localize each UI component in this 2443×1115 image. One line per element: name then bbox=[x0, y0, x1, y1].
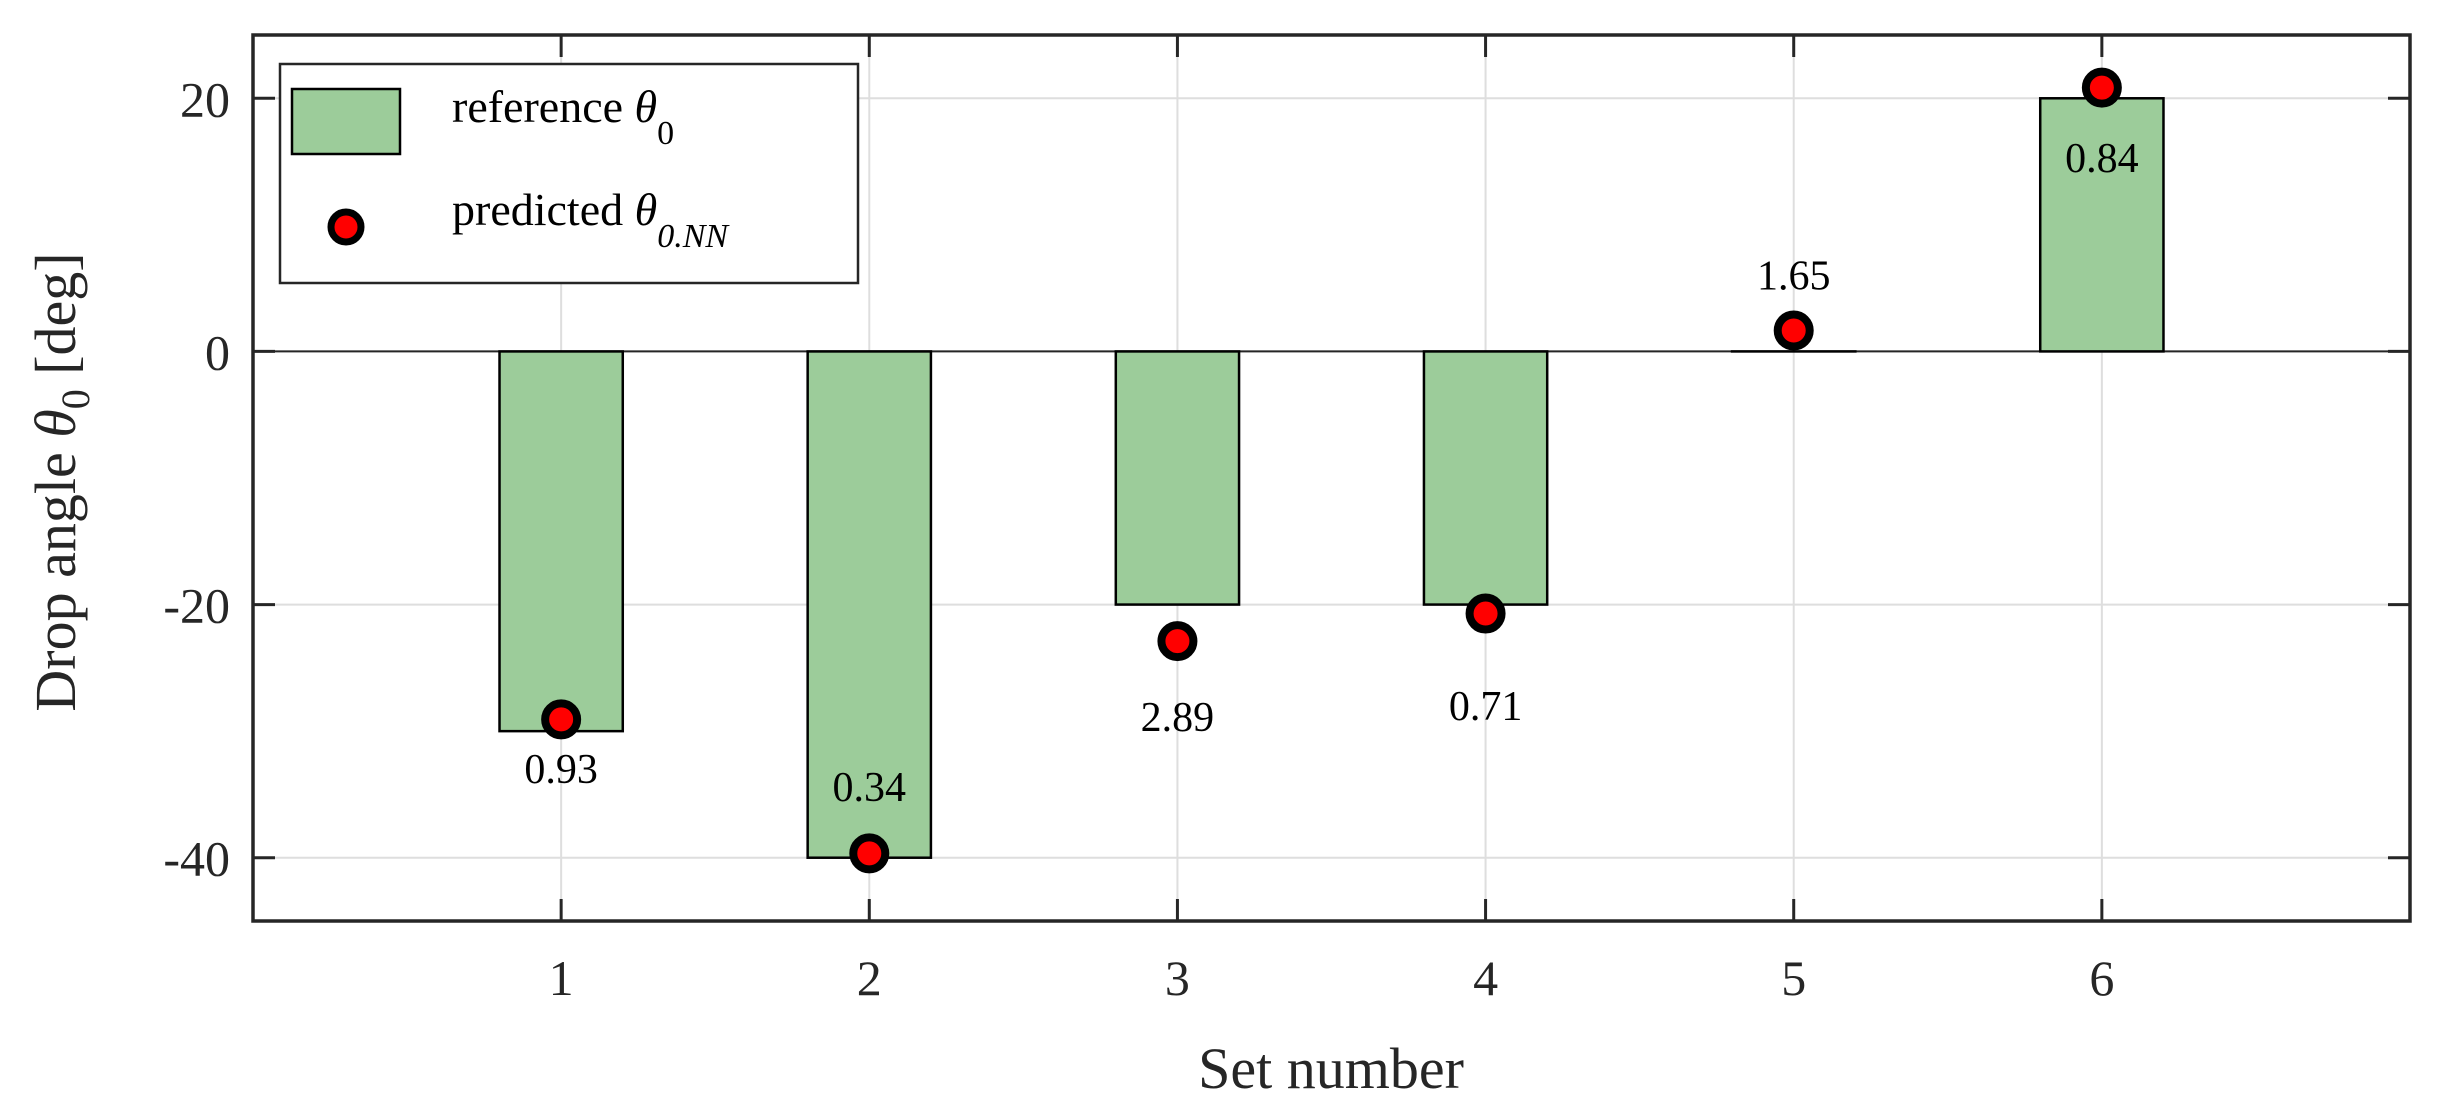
legend-label-reference: reference bbox=[452, 81, 635, 132]
x-tick-label: 5 bbox=[1781, 950, 1806, 1006]
error-label: 0.93 bbox=[524, 747, 598, 793]
scatter-series-predicted bbox=[541, 67, 2122, 874]
legend-subscript: 0.NN bbox=[657, 218, 730, 255]
y-tick-label: -40 bbox=[163, 831, 230, 887]
error-label: 0.71 bbox=[1449, 684, 1523, 730]
y-tick-label: 0 bbox=[205, 324, 230, 380]
legend-item-predicted: predicted θ0.NN bbox=[452, 184, 730, 255]
predicted-marker bbox=[849, 833, 890, 874]
legend-label-predicted: predicted bbox=[452, 184, 635, 235]
legend-circle-marker-icon bbox=[327, 208, 365, 246]
y-axis-title: Drop angle θ0 [deg] bbox=[23, 252, 98, 711]
error-label: 2.89 bbox=[1141, 695, 1215, 741]
reference-bar bbox=[806, 350, 933, 859]
x-tick-label: 2 bbox=[857, 950, 882, 1006]
data-labels: 0.93 0.34 2.89 0.71 1.65 0.84 bbox=[524, 136, 2138, 811]
error-label: 0.34 bbox=[833, 765, 907, 811]
legend-bar-swatch-icon bbox=[290, 87, 402, 156]
axes-frame bbox=[251, 33, 2412, 923]
predicted-marker bbox=[1465, 593, 1506, 634]
error-label: 0.84 bbox=[2065, 136, 2139, 182]
predicted-marker bbox=[2081, 67, 2122, 108]
y-axis-title-prefix: Drop angle bbox=[23, 438, 88, 712]
axes-border bbox=[251, 33, 2412, 923]
reference-bar bbox=[1422, 350, 1549, 606]
axis-ticks: 1 2 3 4 5 6 -40 -20 0 20 bbox=[163, 35, 2410, 1006]
predicted-marker bbox=[1773, 310, 1814, 351]
error-label: 1.65 bbox=[1757, 253, 1831, 299]
y-axis-title-subscript: 0 bbox=[53, 389, 98, 409]
predicted-marker bbox=[1157, 621, 1198, 662]
y-tick-label: 20 bbox=[180, 71, 230, 127]
y-tick-label: -20 bbox=[163, 578, 230, 634]
y-axis-title-suffix: [deg] bbox=[23, 252, 88, 389]
predicted-marker bbox=[541, 699, 582, 740]
legend: reference θ0 predicted θ0.NN bbox=[278, 62, 860, 285]
reference-bar bbox=[1114, 350, 1241, 606]
x-tick-label: 3 bbox=[1165, 950, 1190, 1006]
x-tick-label: 1 bbox=[549, 950, 574, 1006]
legend-subscript: 0 bbox=[657, 115, 674, 152]
x-tick-label: 4 bbox=[1473, 950, 1498, 1006]
theta-symbol: θ bbox=[635, 81, 658, 132]
reference-bar bbox=[498, 350, 625, 733]
theta-symbol: θ bbox=[23, 409, 88, 438]
legend-item-reference: reference θ0 bbox=[452, 81, 674, 152]
x-tick-label: 6 bbox=[2089, 950, 2114, 1006]
bar-series-reference bbox=[498, 97, 2165, 859]
reference-bar bbox=[2038, 97, 2165, 353]
theta-symbol: θ bbox=[635, 184, 658, 235]
x-axis-title: Set number bbox=[1198, 1036, 1464, 1101]
